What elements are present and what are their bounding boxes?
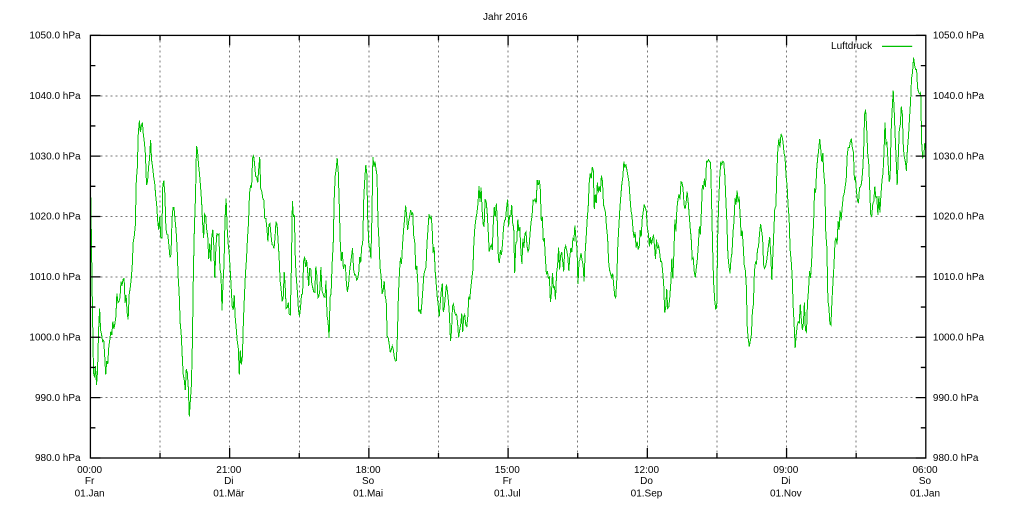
svg-text:00:00: 00:00 <box>77 465 102 476</box>
svg-text:1040.0 hPa: 1040.0 hPa <box>933 91 985 102</box>
svg-text:01.Mär: 01.Mär <box>213 488 245 499</box>
svg-text:1050.0 hPa: 1050.0 hPa <box>933 31 985 42</box>
svg-text:980.0 hPa: 980.0 hPa <box>933 453 979 464</box>
svg-text:1030.0 hPa: 1030.0 hPa <box>933 151 985 162</box>
svg-text:1000.0 hPa: 1000.0 hPa <box>29 333 81 344</box>
svg-text:Di: Di <box>224 476 233 487</box>
svg-text:1050.0 hPa: 1050.0 hPa <box>29 31 81 42</box>
svg-text:1020.0 hPa: 1020.0 hPa <box>933 212 985 223</box>
svg-text:1040.0 hPa: 1040.0 hPa <box>29 91 81 102</box>
svg-text:01.Jan: 01.Jan <box>75 488 105 499</box>
svg-text:1010.0 hPa: 1010.0 hPa <box>933 272 985 283</box>
svg-text:So: So <box>919 476 932 487</box>
svg-text:01.Jul: 01.Jul <box>494 488 521 499</box>
svg-text:18:00: 18:00 <box>356 465 381 476</box>
svg-text:Do: Do <box>640 476 653 487</box>
svg-text:Jahr 2016: Jahr 2016 <box>483 12 528 23</box>
svg-text:1020.0 hPa: 1020.0 hPa <box>29 212 81 223</box>
svg-text:1000.0 hPa: 1000.0 hPa <box>933 333 985 344</box>
svg-text:09:00: 09:00 <box>773 465 798 476</box>
svg-text:1010.0 hPa: 1010.0 hPa <box>29 272 81 283</box>
svg-text:Luftdruck: Luftdruck <box>831 41 873 52</box>
svg-text:980.0 hPa: 980.0 hPa <box>35 453 81 464</box>
svg-text:12:00: 12:00 <box>634 465 659 476</box>
svg-text:990.0 hPa: 990.0 hPa <box>35 393 81 404</box>
svg-text:01.Sep: 01.Sep <box>631 488 663 499</box>
svg-text:Fr: Fr <box>85 476 95 487</box>
svg-text:06:00: 06:00 <box>912 465 937 476</box>
svg-text:01.Jan: 01.Jan <box>910 488 940 499</box>
svg-text:1030.0 hPa: 1030.0 hPa <box>29 151 81 162</box>
svg-text:01.Mai: 01.Mai <box>353 488 383 499</box>
svg-text:Fr: Fr <box>503 476 513 487</box>
svg-text:Di: Di <box>781 476 790 487</box>
svg-text:21:00: 21:00 <box>216 465 241 476</box>
svg-text:990.0 hPa: 990.0 hPa <box>933 393 979 404</box>
svg-text:So: So <box>362 476 375 487</box>
svg-text:15:00: 15:00 <box>495 465 520 476</box>
svg-text:01.Nov: 01.Nov <box>770 488 802 499</box>
